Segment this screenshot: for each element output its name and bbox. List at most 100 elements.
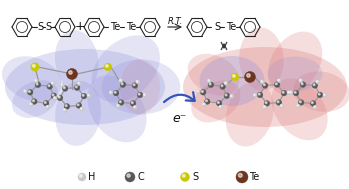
Ellipse shape xyxy=(268,32,322,95)
Circle shape xyxy=(34,79,38,83)
Text: R.T.: R.T. xyxy=(168,16,183,26)
Circle shape xyxy=(52,94,54,96)
Circle shape xyxy=(206,100,207,102)
Circle shape xyxy=(209,83,211,85)
Circle shape xyxy=(80,175,82,177)
Circle shape xyxy=(58,95,59,97)
Circle shape xyxy=(201,91,203,92)
Circle shape xyxy=(78,82,79,84)
Text: Te: Te xyxy=(110,22,120,32)
Circle shape xyxy=(32,64,35,67)
Ellipse shape xyxy=(87,75,147,142)
Circle shape xyxy=(32,100,35,102)
Ellipse shape xyxy=(183,47,347,127)
Ellipse shape xyxy=(2,56,61,101)
Circle shape xyxy=(203,103,204,105)
Circle shape xyxy=(265,102,267,104)
Circle shape xyxy=(277,101,279,103)
Circle shape xyxy=(57,95,63,101)
Ellipse shape xyxy=(102,59,180,114)
Circle shape xyxy=(36,83,38,85)
Circle shape xyxy=(314,106,315,107)
Circle shape xyxy=(114,91,116,93)
Circle shape xyxy=(27,90,33,95)
Circle shape xyxy=(263,105,267,109)
Ellipse shape xyxy=(120,60,160,115)
Circle shape xyxy=(35,82,41,88)
Circle shape xyxy=(75,86,77,88)
Circle shape xyxy=(120,82,126,87)
Circle shape xyxy=(207,79,211,83)
Circle shape xyxy=(65,105,67,107)
Circle shape xyxy=(231,95,232,97)
Circle shape xyxy=(253,93,257,97)
Circle shape xyxy=(288,91,289,93)
Circle shape xyxy=(208,82,214,88)
Circle shape xyxy=(47,106,48,107)
Circle shape xyxy=(293,90,299,96)
Circle shape xyxy=(297,105,298,106)
Circle shape xyxy=(310,101,316,106)
Circle shape xyxy=(202,103,206,107)
Circle shape xyxy=(77,82,81,86)
Circle shape xyxy=(278,79,279,81)
Circle shape xyxy=(88,94,89,96)
Circle shape xyxy=(262,83,268,88)
Circle shape xyxy=(30,103,31,105)
Text: S: S xyxy=(192,172,199,182)
Circle shape xyxy=(313,105,317,109)
Circle shape xyxy=(317,81,318,82)
Circle shape xyxy=(143,93,147,97)
Ellipse shape xyxy=(5,49,165,125)
Circle shape xyxy=(23,90,27,94)
Circle shape xyxy=(113,90,119,96)
Circle shape xyxy=(47,84,52,89)
Circle shape xyxy=(144,94,145,95)
Circle shape xyxy=(63,108,67,112)
Circle shape xyxy=(312,83,318,88)
Ellipse shape xyxy=(55,81,101,146)
Circle shape xyxy=(180,173,190,181)
Circle shape xyxy=(131,102,133,104)
Circle shape xyxy=(51,93,57,98)
Circle shape xyxy=(109,91,113,95)
Ellipse shape xyxy=(55,30,98,91)
Circle shape xyxy=(299,79,303,83)
Circle shape xyxy=(261,81,262,82)
Circle shape xyxy=(120,79,121,81)
Circle shape xyxy=(117,105,118,106)
Text: Te: Te xyxy=(126,22,136,32)
Ellipse shape xyxy=(272,78,328,140)
Ellipse shape xyxy=(91,35,160,102)
Circle shape xyxy=(60,83,64,87)
Circle shape xyxy=(110,91,111,93)
Circle shape xyxy=(130,101,136,106)
Text: +: + xyxy=(75,20,85,33)
Circle shape xyxy=(29,103,33,107)
Circle shape xyxy=(24,90,25,92)
Text: Te: Te xyxy=(226,22,236,32)
Circle shape xyxy=(69,71,72,74)
Circle shape xyxy=(317,92,323,98)
Circle shape xyxy=(276,100,282,105)
Circle shape xyxy=(208,80,209,81)
Circle shape xyxy=(290,91,291,93)
Circle shape xyxy=(316,80,320,84)
Circle shape xyxy=(287,91,291,95)
Circle shape xyxy=(53,96,57,100)
Text: C: C xyxy=(138,172,144,182)
Circle shape xyxy=(301,83,303,85)
Ellipse shape xyxy=(188,54,239,95)
Circle shape xyxy=(133,105,137,109)
Circle shape xyxy=(300,82,306,87)
Ellipse shape xyxy=(239,27,284,91)
Circle shape xyxy=(119,101,121,103)
Circle shape xyxy=(274,82,280,87)
Circle shape xyxy=(281,90,287,96)
Circle shape xyxy=(44,101,46,103)
Circle shape xyxy=(62,86,68,91)
Circle shape xyxy=(298,100,304,105)
Circle shape xyxy=(263,106,265,107)
Circle shape xyxy=(43,100,49,106)
Circle shape xyxy=(138,93,140,95)
